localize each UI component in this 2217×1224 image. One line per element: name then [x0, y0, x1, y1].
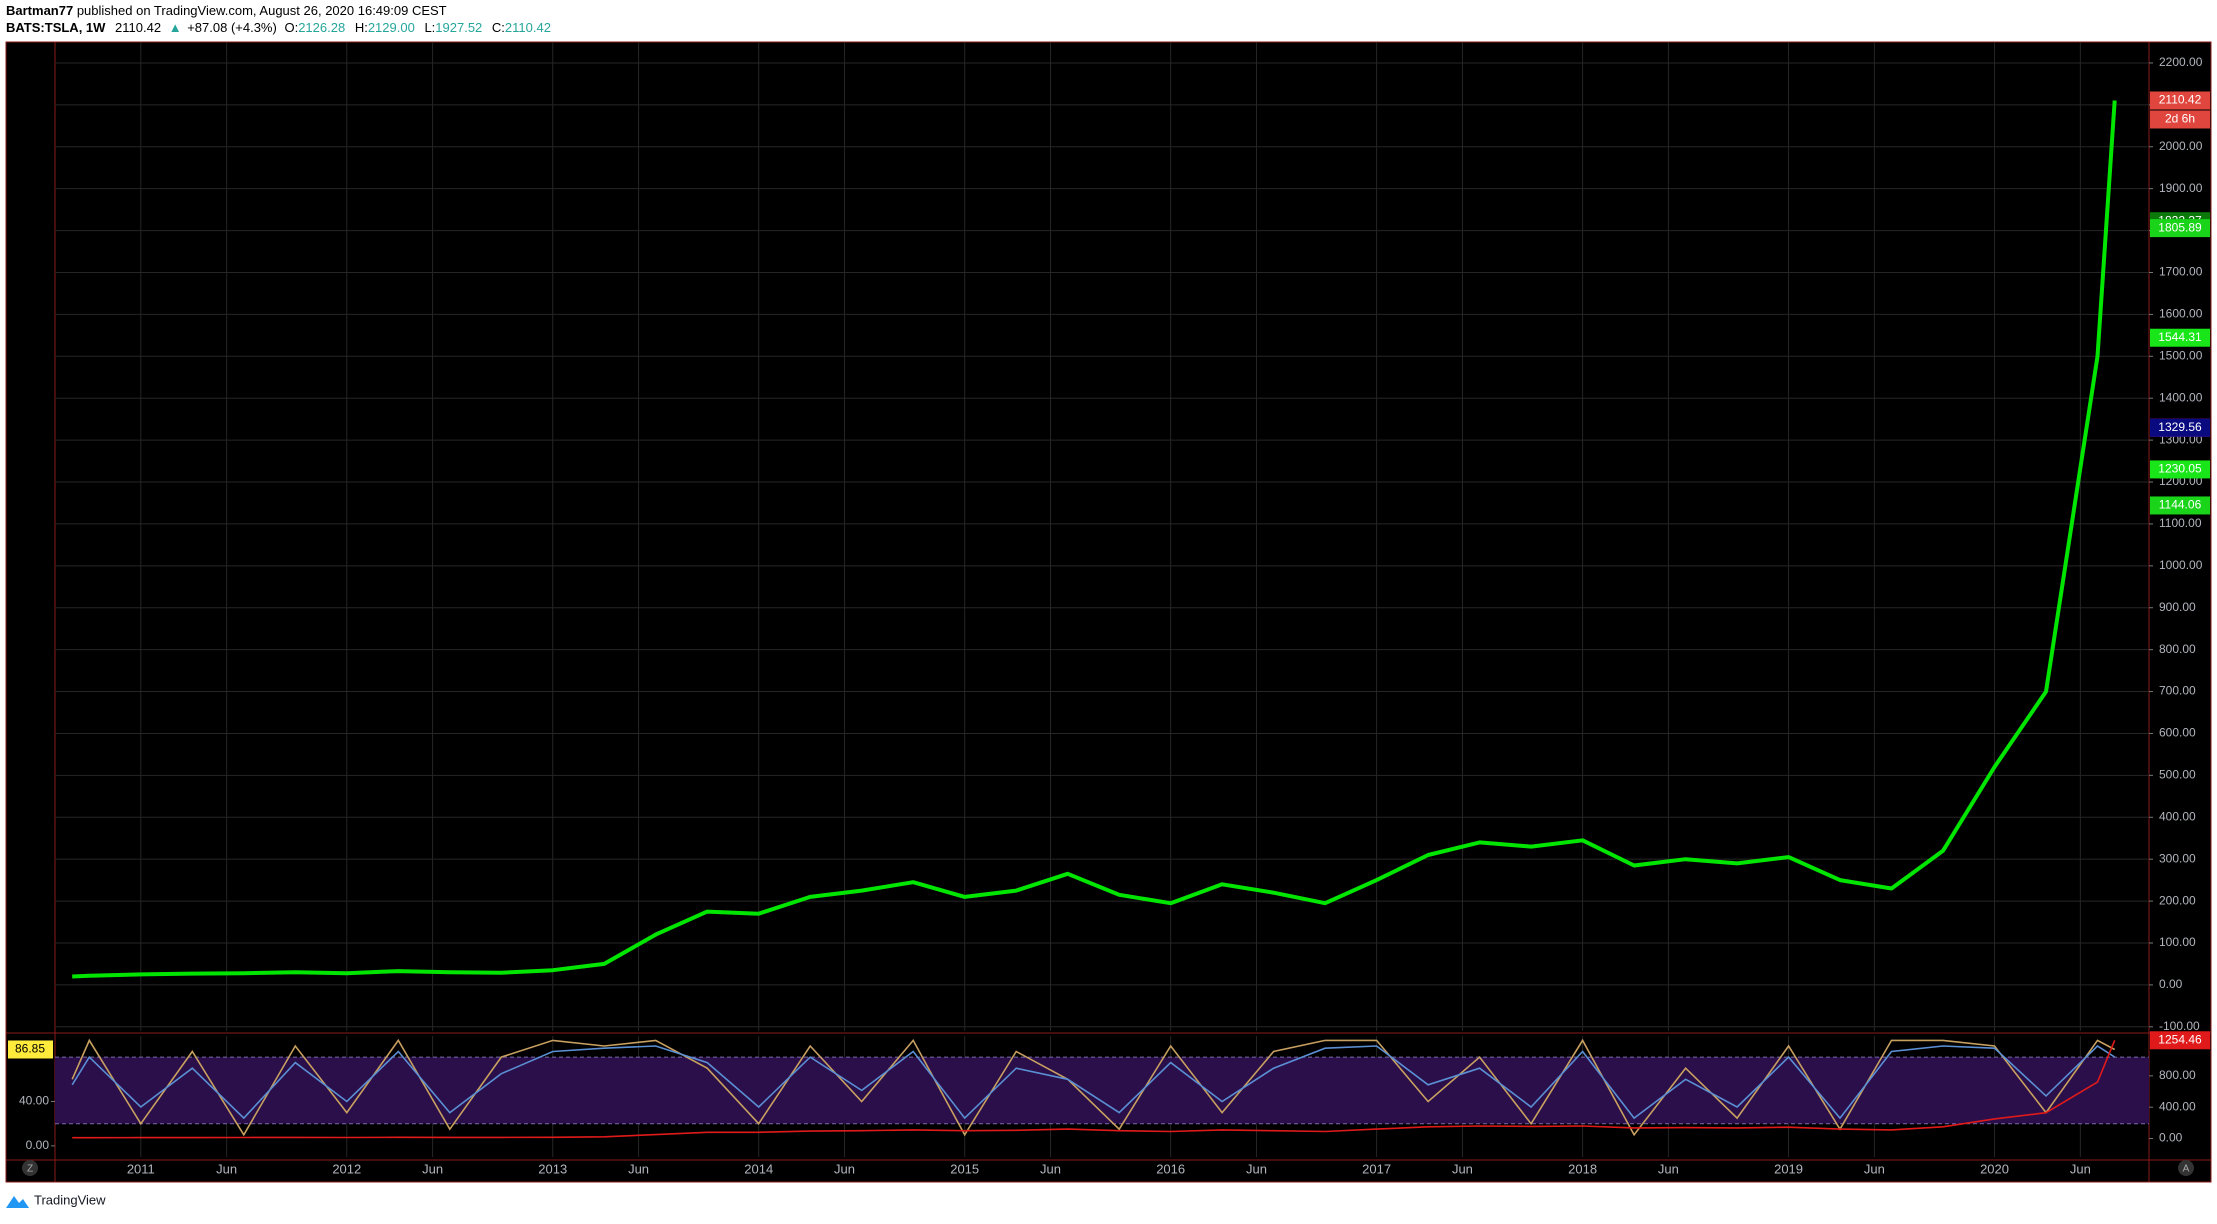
y-tick-label: 800.00	[2159, 642, 2196, 656]
y2-tick-label: 0.00	[2159, 1131, 2183, 1145]
price-pane: -100.00 0.00 100.00 200.00 300.00 400.00 500.0…	[55, 42, 2210, 1176]
header-line2: BATS:TSLA, 1W 2110.42 ▲ +87.08 (+4.3%) O…	[6, 20, 551, 35]
y-tick-label: 2000.00	[2159, 139, 2203, 153]
x-tick-label: Jun	[422, 1161, 443, 1176]
right-badge	[2150, 1031, 2210, 1050]
price-badge	[2150, 496, 2210, 515]
button-label[interactable]: A	[2183, 1164, 2190, 1175]
ohlc-value: 2129.00	[368, 20, 415, 35]
price-badge	[2150, 91, 2210, 110]
ohlc-value: 2126.28	[298, 20, 345, 35]
x-tick-label: 2017	[1362, 1161, 1391, 1176]
ohlc-value: 1927.52	[435, 20, 482, 35]
y-tick-label: 1500.00	[2159, 348, 2203, 362]
brand-logo	[6, 1196, 29, 1208]
price-badge-label: 2110.42	[2159, 93, 2202, 107]
x-tick-label: 2012	[332, 1161, 361, 1176]
y-tick-label: 900.00	[2159, 600, 2196, 614]
x-tick-label: 2011	[127, 1161, 155, 1176]
price-badge	[2150, 418, 2210, 437]
left-badge	[8, 1040, 53, 1059]
y-tick-label: 700.00	[2159, 684, 2196, 698]
x-tick-label: Jun	[1658, 1161, 1679, 1176]
left-badge-label: 86.85	[15, 1042, 45, 1056]
ohlc-key: L:	[424, 20, 435, 35]
y-tick-label: 0.00	[2159, 977, 2183, 991]
auto-button[interactable]: A	[2178, 1160, 2194, 1176]
x-tick-label: 2020	[1980, 1161, 2009, 1176]
scale-button[interactable]: Z	[22, 1160, 38, 1176]
button-bg[interactable]	[2178, 1160, 2194, 1176]
y-tick-label: 40.00	[19, 1094, 49, 1108]
price-badge	[2150, 328, 2210, 347]
x-tick-label: Jun	[1040, 1161, 1061, 1176]
x-tick-label: 2018	[1568, 1161, 1597, 1176]
y-tick-label: 600.00	[2159, 726, 2196, 740]
y-tick-label: 300.00	[2159, 851, 2196, 865]
x-tick-label: 2013	[538, 1161, 567, 1176]
x-tick-label: Jun	[628, 1161, 649, 1176]
x-tick-label: Jun	[2070, 1161, 2091, 1176]
oscillator-line	[71, 1038, 2116, 1137]
price-badge-label: 1144.06	[2159, 498, 2202, 512]
published-text: published on TradingView.com, August 26,…	[77, 3, 447, 18]
last-price: 2110.42	[115, 20, 161, 35]
y-tick-label: 1700.00	[2159, 265, 2203, 279]
price-badge	[2150, 219, 2210, 238]
publisher: Bartman77	[6, 3, 73, 18]
brand: TradingView	[34, 1192, 106, 1207]
button-label[interactable]: Z	[27, 1164, 33, 1175]
price-badge-label: 1230.05	[2158, 462, 2202, 476]
countdown-badge	[2150, 110, 2210, 129]
ohlc-key: C:	[492, 20, 505, 35]
x-tick-label: Jun	[216, 1161, 237, 1176]
symbol: BATS:TSLA, 1W	[6, 20, 106, 35]
ohlc-key: H:	[355, 20, 368, 35]
x-tick-label: Jun	[1864, 1161, 1885, 1176]
price-badge-label: 1329.56	[2158, 420, 2202, 434]
band	[55, 1057, 2149, 1124]
y-tick-label: 0.00	[26, 1138, 50, 1152]
arrow: ▲	[169, 20, 182, 35]
y-tick-label: 1600.00	[2159, 307, 2203, 321]
y-tick-label: -100.00	[2159, 1019, 2200, 1033]
ohlc-value: 2110.42	[505, 20, 551, 35]
x-tick-label: 2016	[1156, 1161, 1185, 1176]
change: +87.08 (+4.3%)	[187, 20, 277, 35]
right-badge-label: 1254.46	[2158, 1032, 2202, 1046]
oscillator-line	[72, 1039, 2116, 1139]
y-tick-label: 1400.00	[2159, 390, 2203, 404]
x-tick-label: 2014	[744, 1161, 773, 1176]
x-tick-label: Jun	[1246, 1161, 1267, 1176]
y2-tick-label: 400.00	[2159, 1099, 2196, 1113]
y-tick-label: 1900.00	[2159, 181, 2203, 195]
y-tick-label: 500.00	[2159, 768, 2196, 782]
y-tick-label: 100.00	[2159, 935, 2196, 949]
price-line	[72, 100, 2117, 979]
x-tick-label: Jun	[834, 1161, 855, 1176]
x-tick-label: Jun	[1452, 1161, 1473, 1176]
header-line1: Bartman77 published on TradingView.com, …	[6, 3, 447, 18]
y-tick-label: 200.00	[2159, 893, 2196, 907]
price-badge-label: 1544.31	[2158, 330, 2202, 344]
ohlc-key: O:	[284, 20, 298, 35]
y2-tick-label: 800.00	[2159, 1068, 2196, 1082]
y-tick-label: 400.00	[2159, 809, 2196, 823]
chart-frame	[5, 41, 2212, 1183]
y-tick-label: 1000.00	[2159, 558, 2203, 572]
oscillator-line	[71, 1044, 2116, 1120]
x-tick-label: 2019	[1774, 1161, 1803, 1176]
y-tick-label: 1100.00	[2159, 516, 2202, 530]
oscillator-pane: 0.00 40.00 0.00 400.00 800.00 86.85 1254.46	[8, 1031, 2210, 1152]
countdown: 2d 6h	[2165, 112, 2195, 126]
x-tick-label: 2015	[950, 1161, 979, 1176]
y-tick-label: 2200.00	[2159, 55, 2203, 69]
price-badge-label: 1805.89	[2158, 220, 2202, 234]
button-bg[interactable]	[22, 1160, 38, 1176]
price-badge	[2150, 460, 2210, 479]
